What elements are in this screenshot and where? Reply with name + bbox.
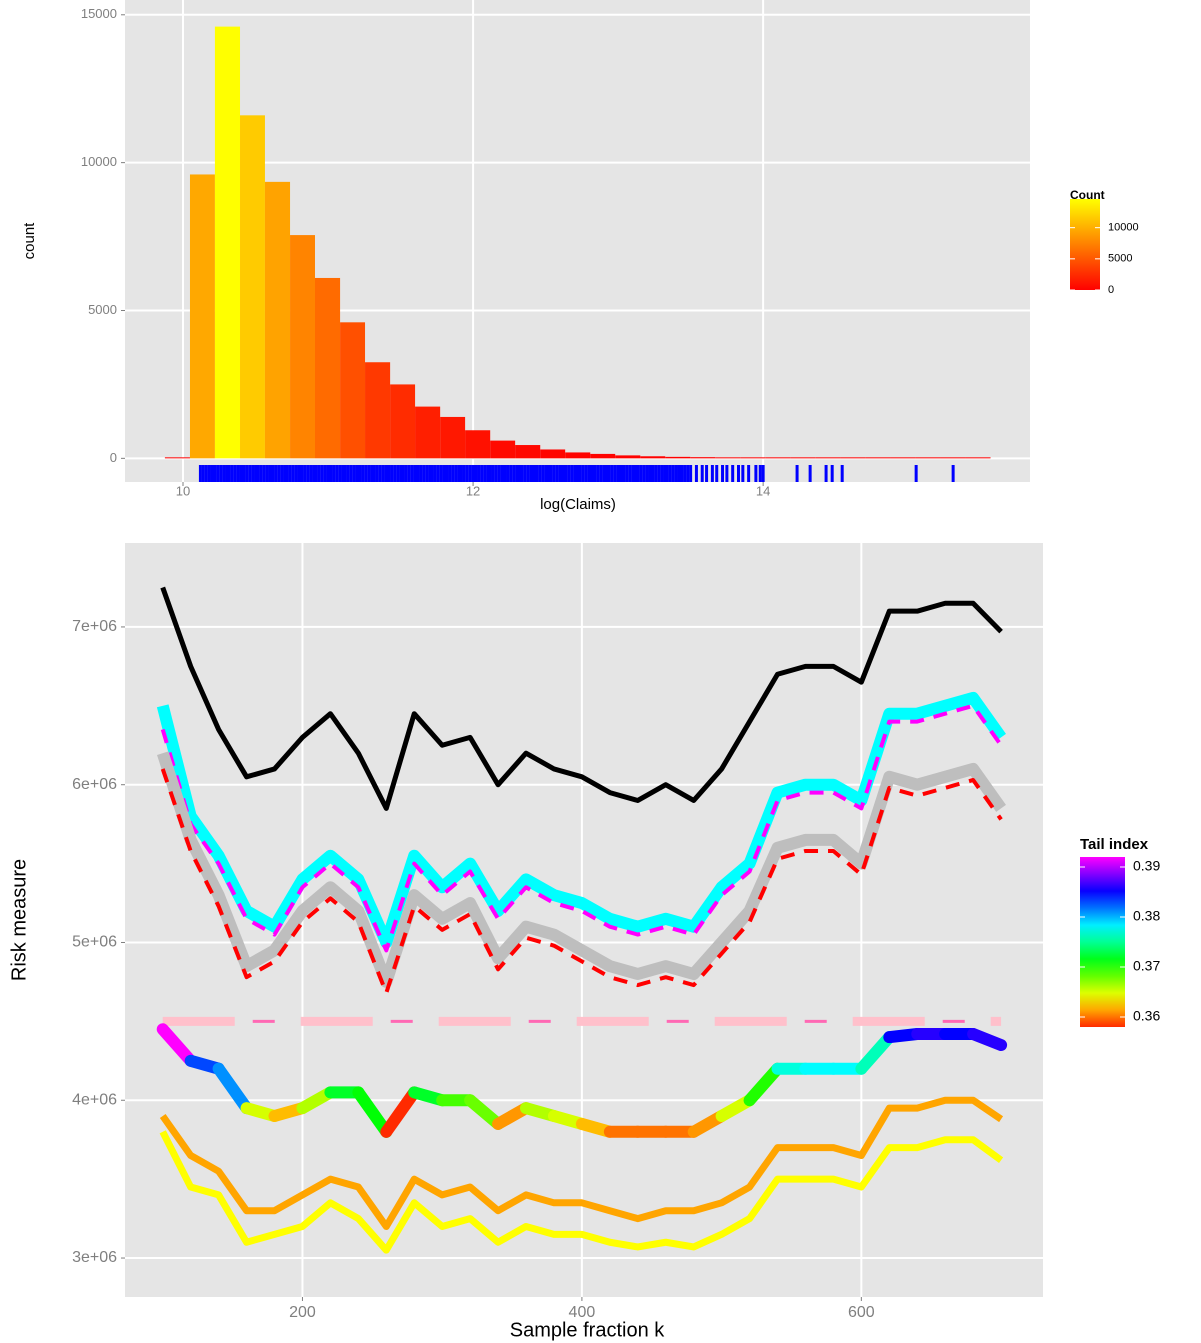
series-line [159,1130,1004,1254]
bar [314,277,341,459]
legend-label: 0.36 [1133,1008,1160,1024]
bar [590,453,616,459]
bar [415,406,441,459]
bar [490,440,516,459]
bar [715,457,741,459]
x-axis-label: Sample fraction k [510,1319,666,1341]
bar [665,456,691,459]
series-line [156,691,1006,949]
legend-label: 0 [1108,284,1114,296]
x-axis-label: log(Claims) [540,496,616,513]
bar [565,452,591,459]
x-tick-label: 600 [848,1304,875,1321]
series-line [157,751,1006,988]
tail-segment [212,1062,253,1115]
tail-segment [380,1086,421,1138]
legend-label: 10000 [1108,222,1139,234]
legend-title: Tail index [1080,836,1149,853]
x-tick-label: 200 [289,1304,316,1321]
legend-label: 0.39 [1133,858,1160,874]
bar [615,455,641,459]
bar [815,457,841,459]
y-tick-label: 6e+06 [72,776,117,793]
bar [940,457,966,459]
y-tick-label: 10000 [81,154,117,169]
bar [790,457,816,459]
bar [290,235,315,459]
bar [740,457,766,459]
colorbar [1080,857,1125,1027]
bar [965,457,991,459]
y-tick-label: 5000 [88,302,117,317]
bar [340,322,366,459]
tail-segment [967,1027,1008,1052]
bar [465,430,491,459]
y-tick-label: 5e+06 [72,934,117,951]
x-tick-label: 12 [466,483,480,498]
y-tick-label: 4e+06 [72,1091,117,1108]
bar [540,449,566,459]
tail-segment [156,1023,197,1067]
legend-title: Count [1070,188,1105,202]
tail-segment [743,1062,784,1107]
tail-segment [464,1094,505,1130]
bar [765,457,791,459]
bar [365,362,391,459]
y-tick-label: 3e+06 [72,1249,117,1266]
series-line [160,586,1003,811]
bar [915,457,941,459]
bar [890,457,916,459]
bar [390,384,416,459]
bar [515,445,541,459]
series-line [159,1096,1004,1230]
bar [640,456,666,459]
x-tick-label: 14 [756,483,770,498]
bar [690,457,716,459]
bar [264,181,291,459]
tail-segment [352,1086,393,1138]
bar [840,457,866,459]
bar [164,457,190,459]
bar [440,416,466,459]
y-axis-label: count [21,222,38,260]
bar [865,457,891,459]
y-axis-label: Risk measure [8,859,30,981]
y-tick-label: 7e+06 [72,618,117,635]
legend-label: 0.38 [1133,908,1160,924]
bar [189,174,215,459]
legend-label: 5000 [1108,253,1132,265]
legend-label: 0.37 [1133,958,1160,974]
tail-segment [855,1031,896,1075]
series-line [160,703,1003,953]
colorbar [1070,199,1100,290]
x-tick-label: 400 [569,1304,596,1321]
bar [214,26,241,459]
series-line [160,768,1003,995]
y-tick-label: 15000 [81,6,117,21]
y-tick-label: 0 [110,450,117,465]
x-tick-label: 10 [176,483,190,498]
bar [240,115,265,459]
